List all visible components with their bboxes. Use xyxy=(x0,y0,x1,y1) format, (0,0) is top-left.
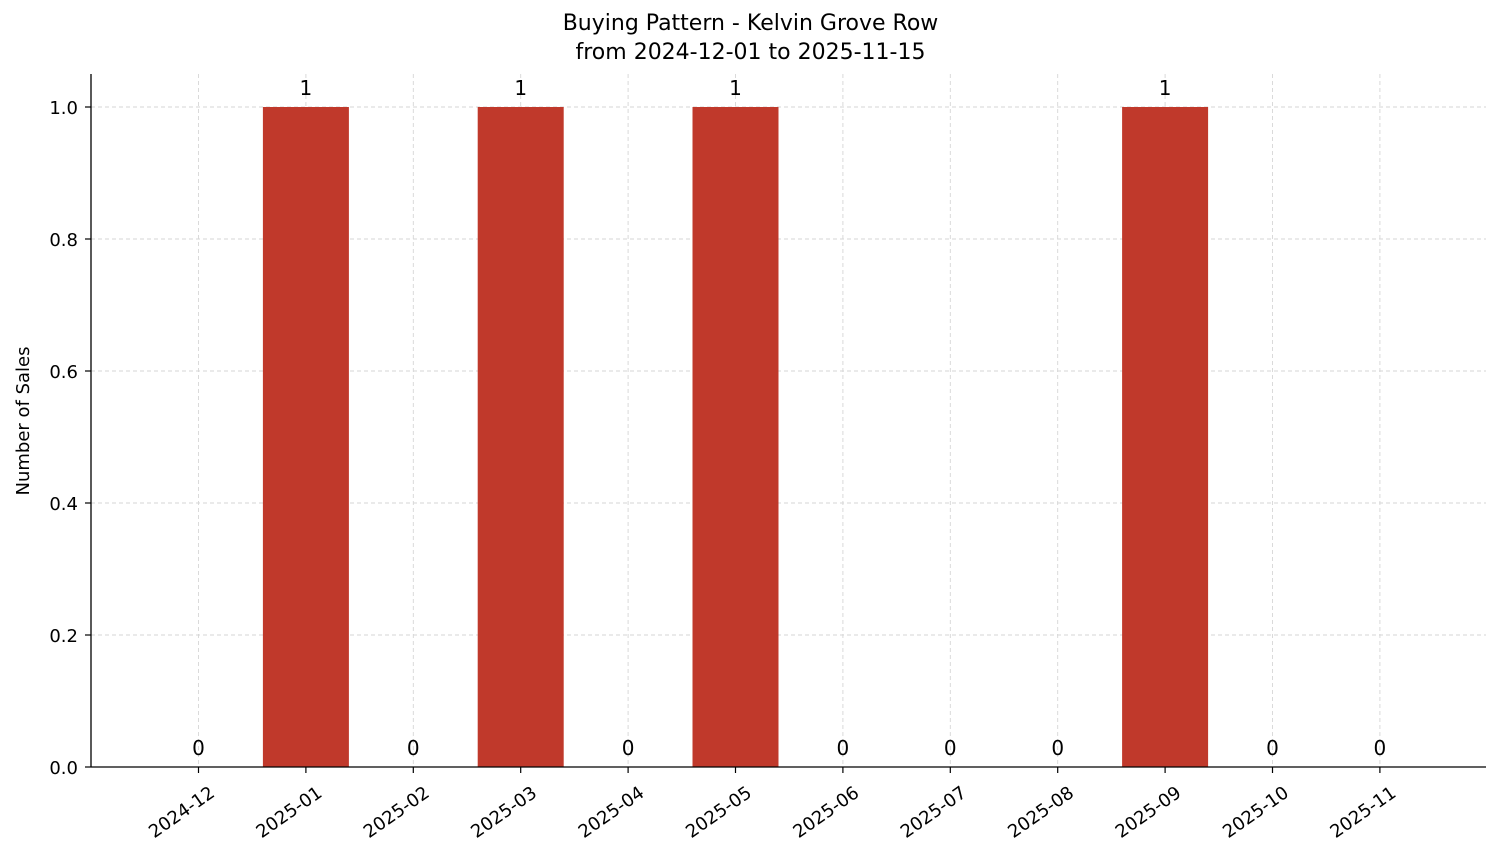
x-tick-label: 2025-06 xyxy=(789,782,863,842)
chart-title: Buying Pattern - Kelvin Grove Row xyxy=(562,11,939,36)
y-tick-label: 0.4 xyxy=(49,494,78,515)
y-tick-label: 0.2 xyxy=(49,626,78,647)
bar xyxy=(262,107,349,767)
y-tick-label: 0.8 xyxy=(49,230,78,251)
data-label: 0 xyxy=(837,736,850,760)
data-label: 0 xyxy=(944,736,957,760)
x-tick-label: 2025-08 xyxy=(1004,782,1078,842)
data-label: 1 xyxy=(1159,76,1172,100)
data-label: 1 xyxy=(300,76,313,100)
data-label: 1 xyxy=(729,76,742,100)
data-label: 0 xyxy=(1374,736,1387,760)
bar xyxy=(1122,107,1209,767)
data-label: 0 xyxy=(1266,736,1279,760)
x-tick-label: 2025-11 xyxy=(1326,782,1400,842)
labels-layer: 0 1 0 1 0 1 0 0 0 1 0 0 xyxy=(192,76,1386,760)
bars-layer xyxy=(262,107,1209,767)
y-axis-label: Number of Sales xyxy=(13,346,34,495)
x-tick-label: 2024-12 xyxy=(145,782,219,842)
bar xyxy=(477,107,564,767)
x-tick-label: 2025-02 xyxy=(360,782,434,842)
x-tick-label: 2025-10 xyxy=(1219,782,1293,842)
y-tick-label: 0.0 xyxy=(49,758,78,779)
data-label: 0 xyxy=(1051,736,1064,760)
chart-subtitle: from 2024-12-01 to 2025-11-15 xyxy=(575,40,926,65)
data-label: 1 xyxy=(514,76,527,100)
x-tick-label: 2025-07 xyxy=(897,782,971,842)
data-label: 0 xyxy=(192,736,205,760)
data-label: 0 xyxy=(407,736,420,760)
x-tick-label: 2025-03 xyxy=(467,782,541,842)
data-label: 0 xyxy=(622,736,635,760)
y-tick-label: 1.0 xyxy=(49,98,78,119)
x-tick-label: 2025-01 xyxy=(252,782,326,842)
x-tick-label: 2025-05 xyxy=(682,782,756,842)
bar xyxy=(692,107,779,767)
x-tick-label: 2025-04 xyxy=(575,782,649,842)
x-tick-label: 2025-09 xyxy=(1112,782,1186,842)
y-tick-label: 0.6 xyxy=(49,362,78,383)
